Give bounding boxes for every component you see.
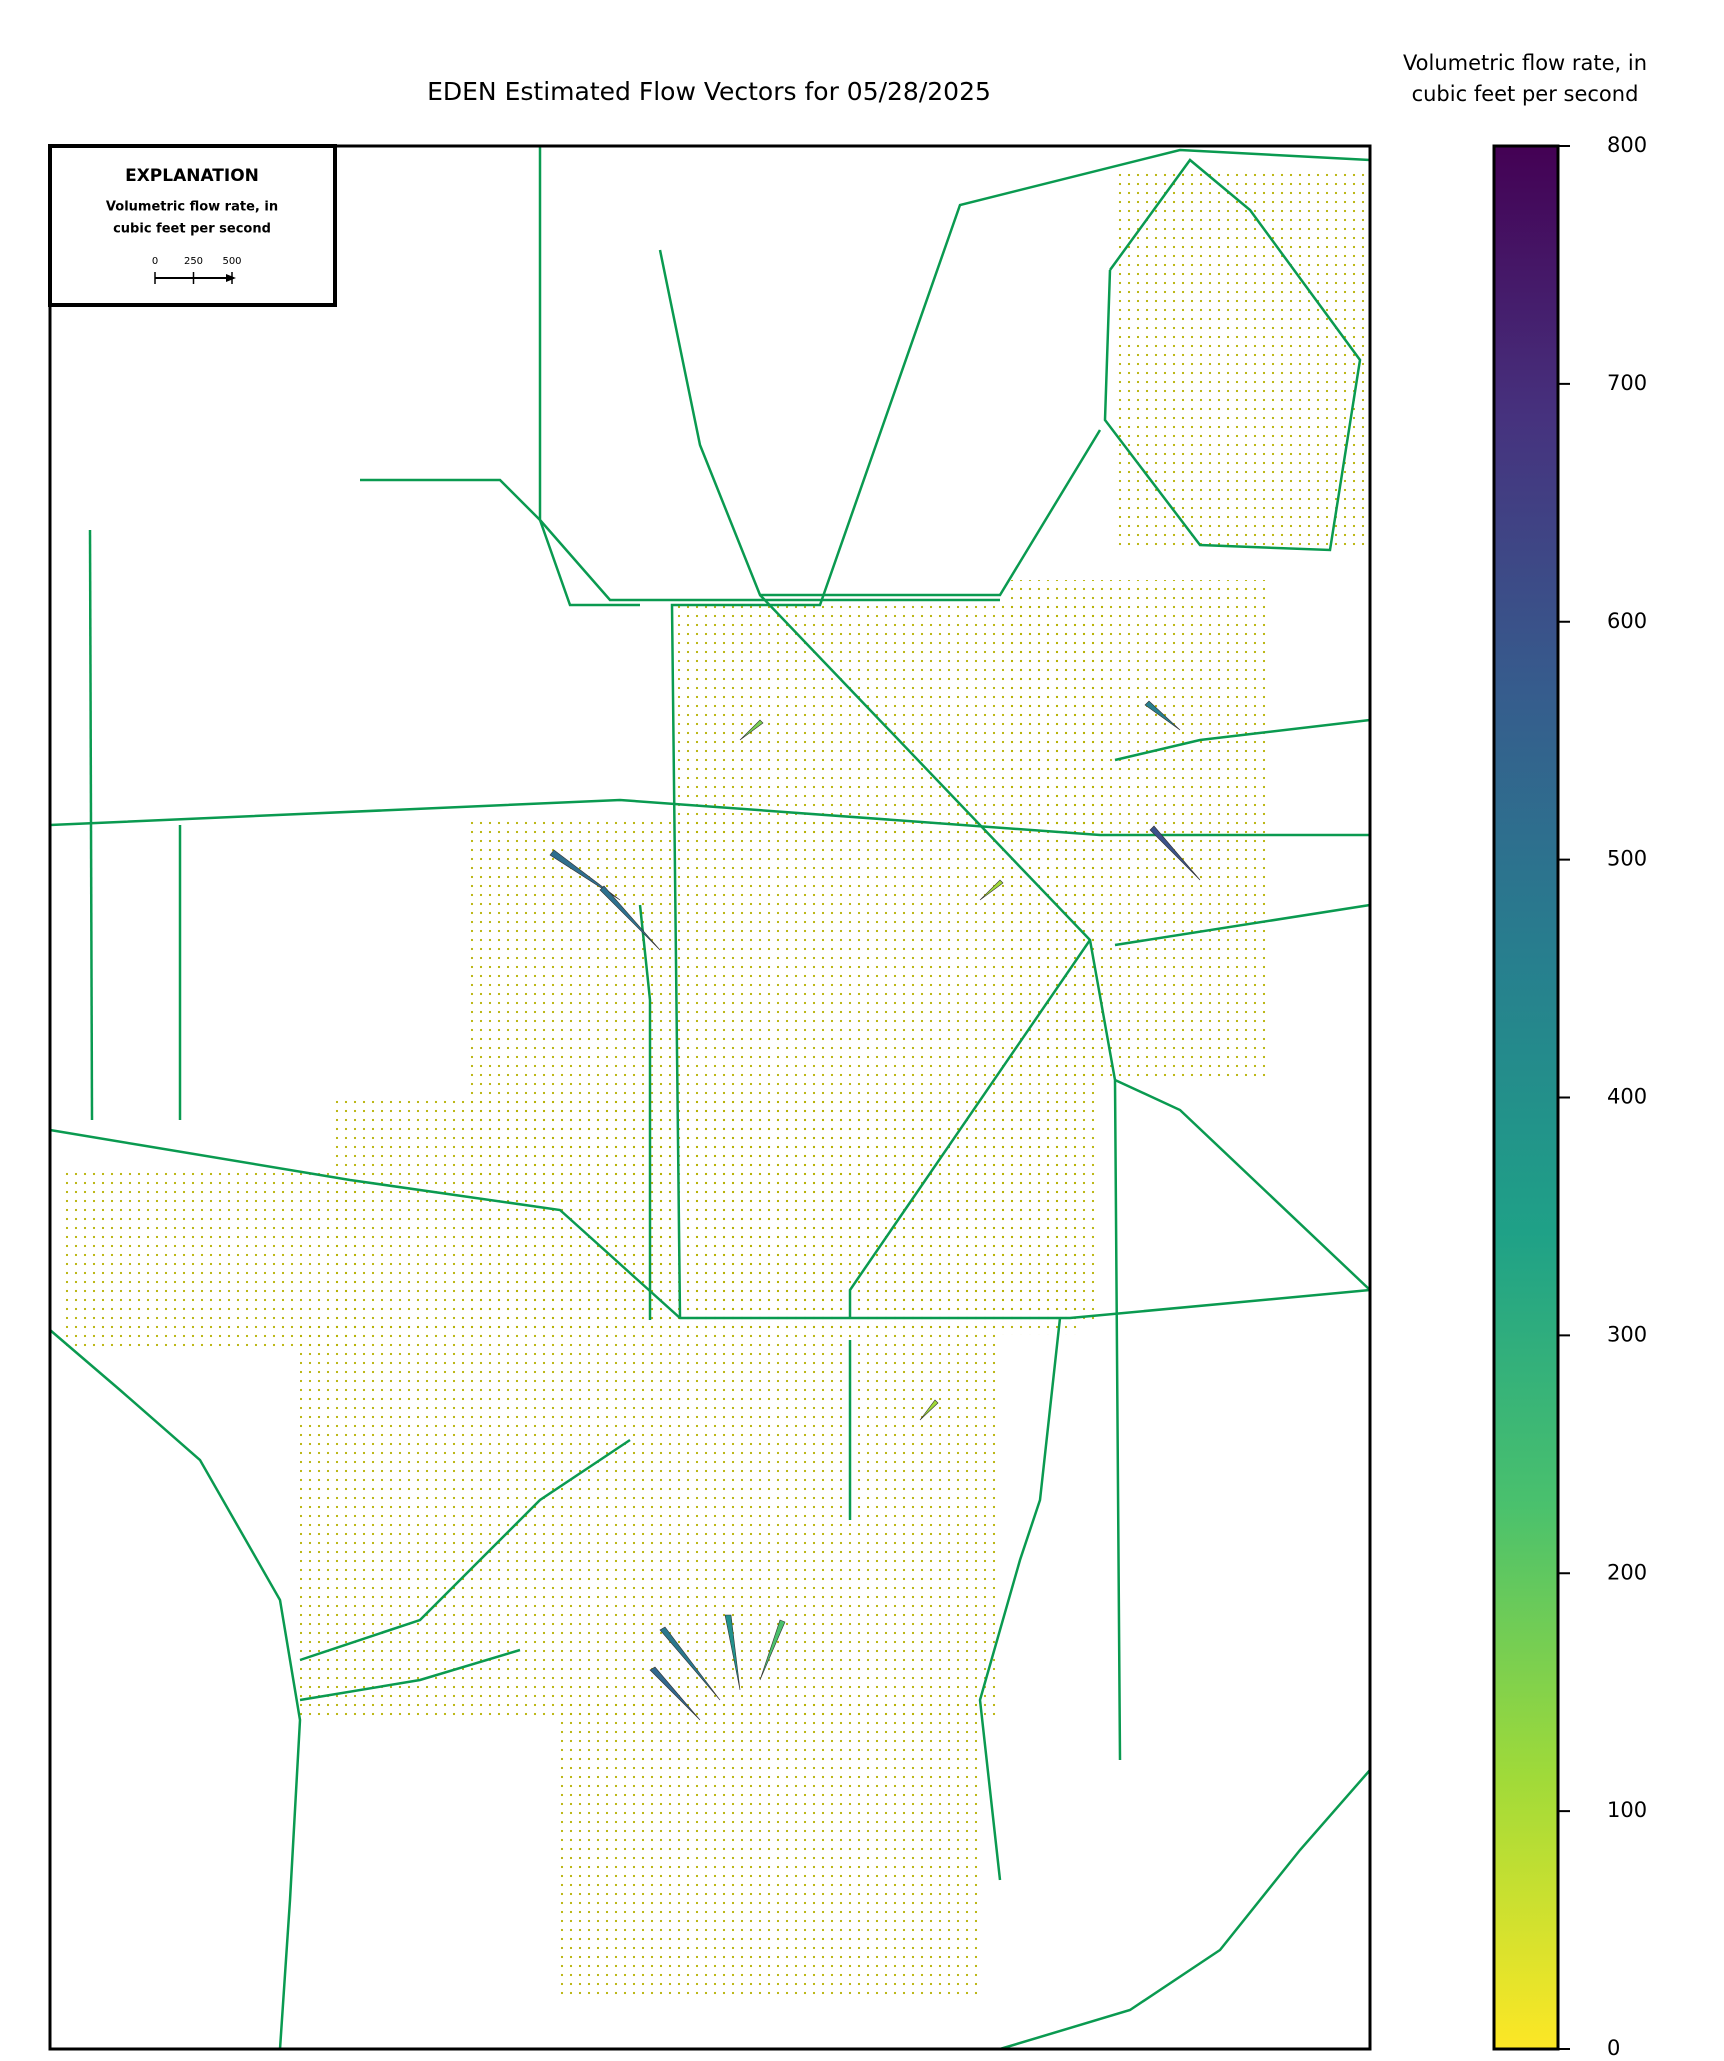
colorbar-tick-label: 200	[1607, 1560, 1647, 1584]
colorbar-tick-label: 100	[1607, 1798, 1647, 1822]
flow-vectors	[549, 700, 1201, 1721]
map-title: EDEN Estimated Flow Vectors for 05/28/20…	[427, 77, 991, 106]
scale-tick-label: 0	[152, 256, 158, 267]
explanation-label: cubic feet per second	[113, 222, 271, 237]
colorbar-tick-label: 500	[1607, 847, 1647, 871]
canals	[49, 146, 1371, 2051]
scale-arrowhead	[226, 274, 236, 282]
colorbar: Volumetric flow rate, in cubic feet per …	[1403, 51, 1647, 2060]
explanation-heading: EXPLANATION	[125, 166, 259, 186]
explanation-label: Volumetric flow rate, in	[106, 200, 278, 215]
explanation-box: EXPLANATION Volumetric flow rate, in cub…	[48, 144, 337, 307]
colorbar-tick-label: 0	[1607, 2036, 1620, 2060]
colorbar-tick-label: 700	[1607, 371, 1647, 395]
map	[48, 144, 1372, 2051]
colorbar-title: Volumetric flow rate, in	[1403, 51, 1647, 75]
colorbar-ramp	[1492, 144, 1560, 2051]
scale-tick-label: 250	[184, 256, 203, 267]
colorbar-tick-label: 300	[1607, 1322, 1647, 1346]
map-frame	[48, 144, 1372, 2051]
colorbar-tick-label: 600	[1607, 609, 1647, 633]
model-grid	[60, 170, 1365, 2000]
scale-tick-label: 500	[222, 256, 241, 267]
colorbar-tick-label: 400	[1607, 1085, 1647, 1109]
colorbar-tick-label: 800	[1607, 133, 1647, 157]
colorbar-title: cubic feet per second	[1412, 82, 1639, 106]
